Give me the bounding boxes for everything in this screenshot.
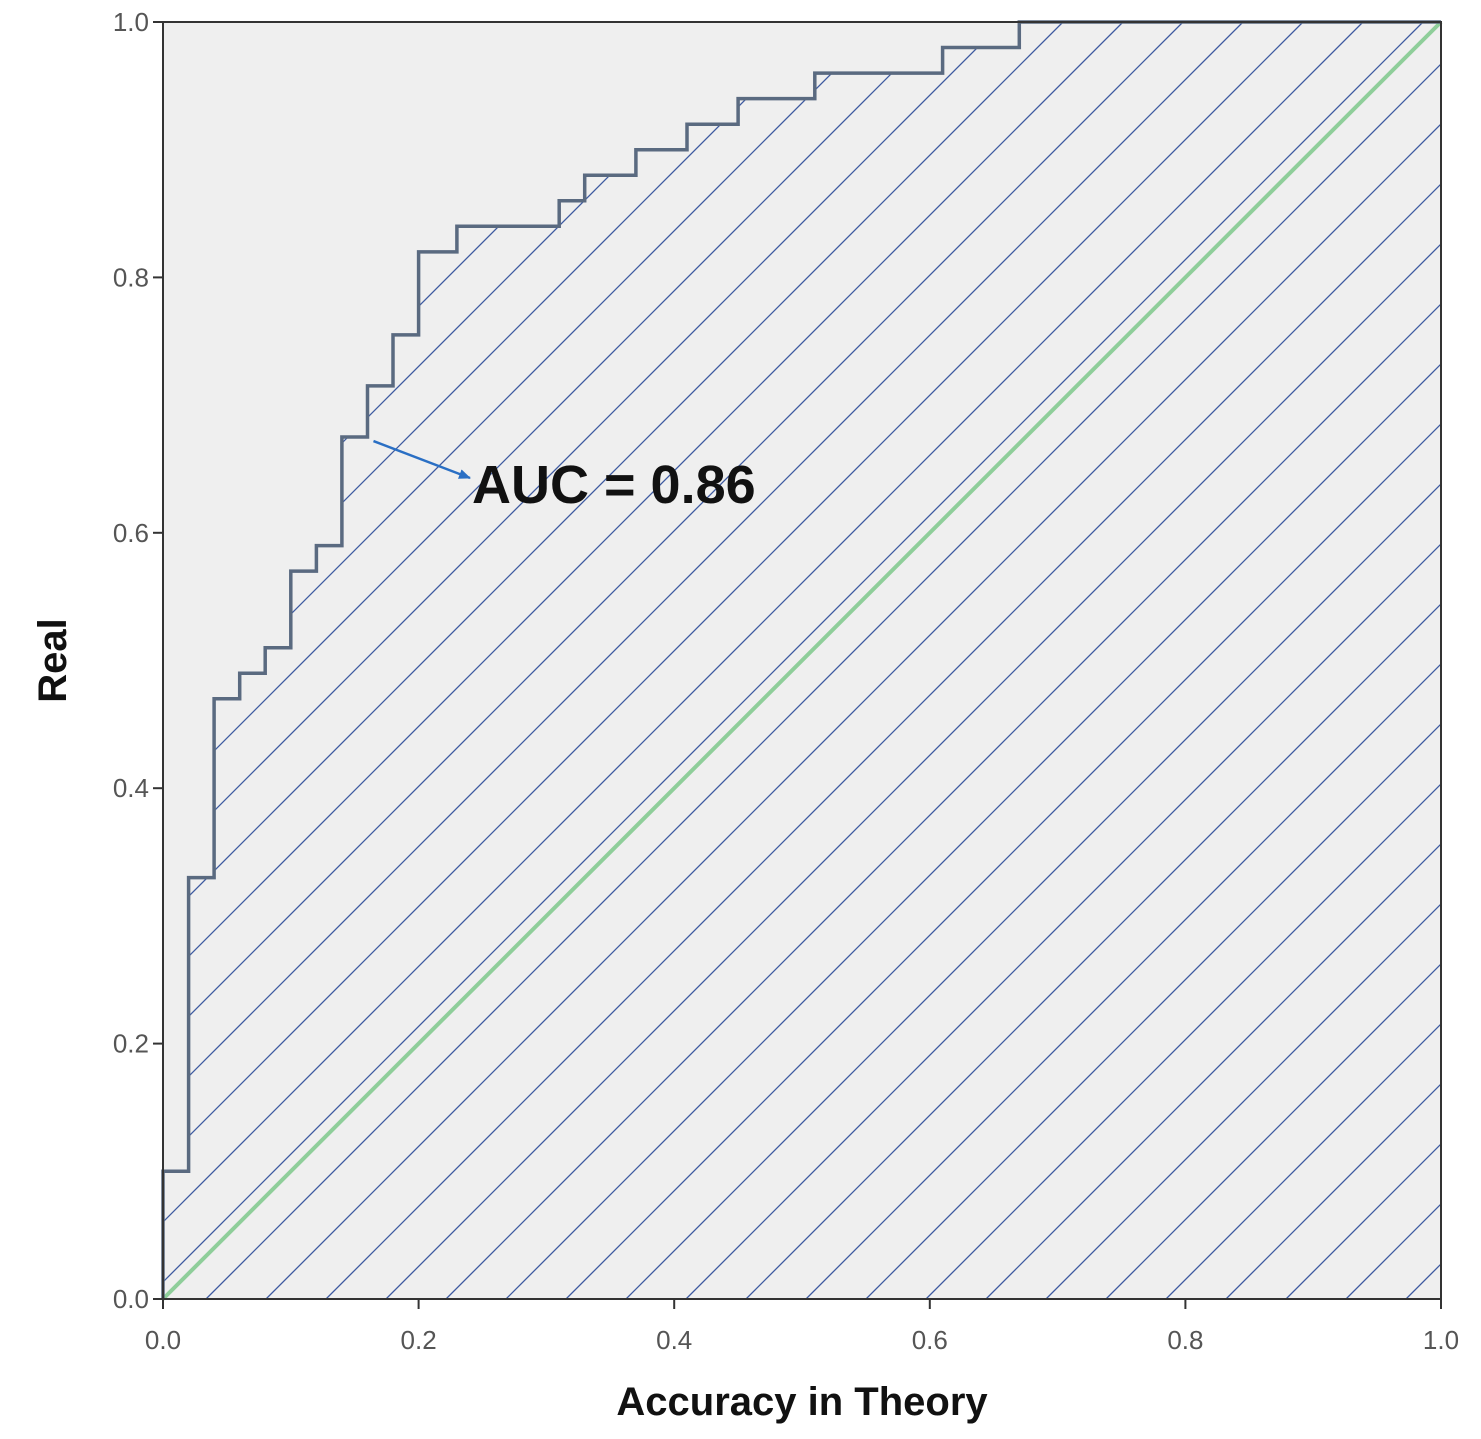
y-tick-label: 0.0 — [113, 1284, 149, 1314]
hatch-line-33 — [745, 22, 1441, 1299]
x-tick-label: 0.4 — [656, 1325, 692, 1355]
hatch-line-39 — [1105, 22, 1441, 1299]
hatch-line-45 — [1466, 22, 1481, 1299]
x-tick-label: 0.0 — [145, 1325, 181, 1355]
roc-curve-line — [161, 20, 1441, 1299]
reference-diagonal-line — [161, 20, 1443, 1301]
hatch-line-25 — [265, 22, 1441, 1299]
x-tick-label: 0.8 — [1167, 1325, 1203, 1355]
hatch-line-2 — [163, 22, 164, 1299]
hatch-line-16 — [163, 22, 1004, 1299]
y-tick-labels: 0.0 0.2 0.4 0.6 0.8 1.0 — [113, 7, 149, 1314]
hatch-line-32 — [685, 22, 1441, 1299]
x-axis-title: Accuracy in Theory — [616, 1380, 988, 1424]
hatch-line-23 — [163, 22, 1424, 1299]
hatch-line-40 — [1165, 22, 1441, 1299]
auc-annotation: AUC = 0.86 — [472, 455, 756, 515]
y-tick-label: 1.0 — [113, 7, 149, 37]
hatch-line-35 — [865, 22, 1441, 1299]
hatch-line-41 — [1225, 22, 1441, 1299]
hatch-line-27 — [385, 22, 1441, 1299]
hatch-line-22 — [163, 22, 1364, 1299]
hatch-line-26 — [325, 22, 1441, 1299]
hatch-line-12 — [163, 22, 764, 1299]
y-tick-label: 0.4 — [113, 773, 149, 803]
hatch-line-15 — [163, 22, 944, 1299]
hatch-line-21 — [163, 22, 1304, 1299]
hatch-line-30 — [565, 22, 1441, 1299]
hatch-line-11 — [163, 22, 704, 1299]
hatch-line-24 — [205, 22, 1441, 1299]
y-tick-label: 0.6 — [113, 518, 149, 548]
plot-frame — [162, 21, 1442, 1300]
x-tick-labels: 0.0 0.2 0.4 0.6 0.8 1.0 — [145, 1325, 1459, 1355]
hatch-line-18 — [163, 22, 1124, 1299]
annotation-arrow — [373, 439, 471, 480]
y-axis-title: Real — [31, 618, 75, 703]
hatch-line-37 — [985, 22, 1441, 1299]
hatch-line-29 — [505, 22, 1441, 1299]
hatch-line-34 — [805, 22, 1441, 1299]
hatch-line-38 — [1045, 22, 1441, 1299]
y-tick-label: 0.8 — [113, 262, 149, 292]
hatch-line-31 — [625, 22, 1441, 1299]
y-tick-label: 0.2 — [113, 1029, 149, 1059]
hatch-line-36 — [925, 22, 1441, 1299]
axis-ticks — [153, 21, 1442, 1309]
x-tick-label: 0.6 — [912, 1325, 948, 1355]
x-tick-label: 1.0 — [1423, 1325, 1459, 1355]
hatch-line-17 — [163, 22, 1064, 1299]
hatch-line-28 — [445, 22, 1441, 1299]
hatch-line-19 — [163, 22, 1184, 1299]
x-tick-label: 0.2 — [401, 1325, 437, 1355]
